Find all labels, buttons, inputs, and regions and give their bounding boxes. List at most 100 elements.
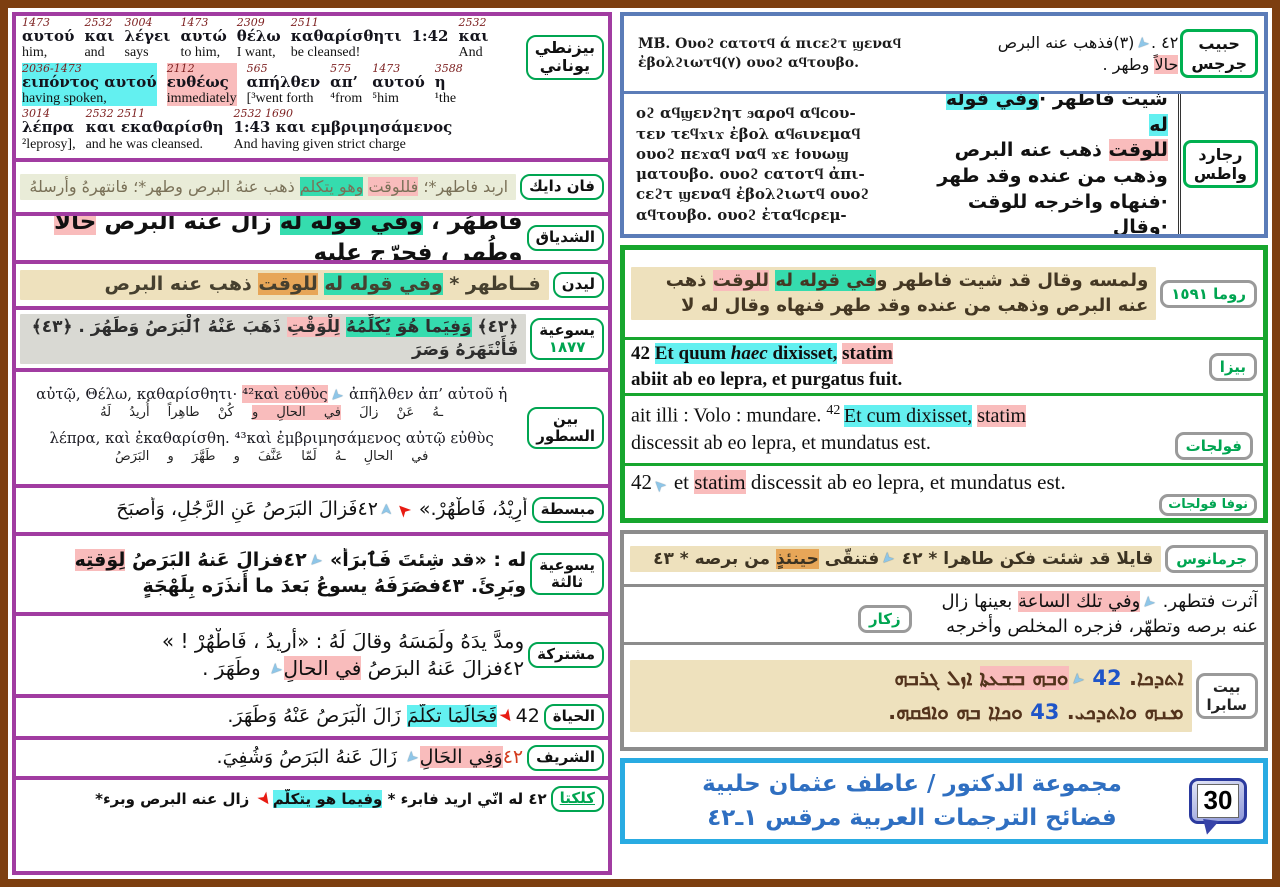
text-segment: ذهب [665, 270, 713, 292]
latin-text: ait illi : Volo : mundare. 42 Et cum dix… [631, 402, 1257, 457]
text-line: آثرت فتطهر. ➤وفي تلك الساعة بعينها زال [630, 590, 1258, 614]
strongs-number: 565 [246, 61, 268, 75]
panel-calcutta-text: ٤٢ له انّي اريد فابرء * وفيما هو يتكلّم➤… [20, 789, 547, 809]
greek-word: και [84, 27, 115, 45]
panel-jes3: له : «قد شِئتَ فَٱبرَأْ» ➤٤٢فزالَ عَنهُ … [16, 536, 608, 616]
text-line: ولمسه وقال قد شيت فاطهر وفي قوله له للوق… [639, 269, 1148, 293]
label-line: كلكتا [559, 789, 595, 808]
label-line: الشريف [536, 748, 595, 767]
group-coptic: Μ̄Β̄. Ουοϩ ϲατοτϥ ά πιϲεϩτ ϣεναϥ ἐβολϩιωτ… [620, 12, 1268, 238]
greek-word: απ’ [330, 72, 358, 91]
manuscript-text: ܐܬܕܟܐ. 42 ➤ܘܒܗ ܒܫܥܬܐ ܐܙܠ ܓܪܒܗ ܡܢܗ ܘܐܬܕܟܝ.… [630, 660, 1192, 732]
greek-word: και εκαθαρίσθη [85, 118, 224, 137]
panel-shidyaq-text: فاطّهُر ، وفي قوله له زال عنه البرص حالا… [20, 216, 523, 260]
text-line: ومدَّ يدَهُ ولَمَسَهُ وقالَ لَهُ : «أريد… [20, 628, 524, 655]
text-segment: وفي قوله له [279, 216, 423, 235]
panel-habib-guirguis: Μ̄Β̄. Ουοϩ ϲατοτϥ ά πιϲεϩτ ϣεναϥ ἐβολϩιωτ… [624, 16, 1264, 94]
text-segment: statim [977, 404, 1027, 427]
panel-leiden: فــاطهر * وفي قوله له للوقت ذهب عنه البر… [16, 264, 608, 310]
text-segment: ذهب عنه البرص [954, 139, 1109, 162]
label-line: ثالثة [551, 573, 584, 591]
label-vandyck: فان دايك [520, 174, 604, 200]
latin-text: 42➤ et statim discessit ab eo lepra, et … [631, 468, 1257, 494]
text-line: له : «قد شِئتَ فَٱبرَأْ» ➤٤٢فزالَ عَنهُ … [20, 548, 526, 574]
strongs-number: 575 [330, 61, 352, 75]
text-segment: وفي تلك الساعة [1018, 591, 1141, 613]
label-line: بين [553, 409, 579, 428]
text-line: 42 Et quum haec dixisset, statim [631, 341, 1205, 367]
text-segment: ⁴²καὶ εὐθὺς [242, 385, 328, 404]
label-byzantine: بيزنطي يوناني [525, 35, 604, 80]
label-moshtaraka: مشتركة [528, 642, 604, 668]
text-segment: 42 [826, 403, 844, 419]
text-segment: وهو يتكلم [299, 177, 364, 197]
text-segment: وَفِيَما هُوَ يُكَلِّمُهُ [345, 317, 472, 338]
label-vulgate: فولجات [1174, 432, 1253, 460]
english-gloss: be cleansed! [290, 45, 361, 61]
greek-word: απήλθεν [246, 72, 321, 91]
text-segment: زال عنه البرص [96, 216, 280, 235]
label-line: ١٨٧٧ [548, 338, 586, 356]
strongs-number: 2532 1690 [233, 107, 294, 121]
interlinear-word: 2532 1690 1:43 και εμβριμησάμενος And havi… [234, 108, 453, 152]
english-gloss: ¹the [434, 90, 457, 106]
text-segment: عنه برصه وتطهّر، فزجره المخلص وأخرجه [946, 615, 1258, 637]
text-segment: et [668, 470, 695, 494]
text-segment: عنه البرص وذهب من عنده وقد طهر فنهاه وقا… [681, 294, 1149, 316]
label-line: مشتركة [537, 645, 595, 664]
english-gloss: and he was cleansed. [85, 136, 203, 152]
label-interlin: بين السطور [527, 406, 604, 450]
greek-word: λέπρα [22, 118, 75, 137]
text-segment: haec [730, 342, 768, 364]
text-segment: فتنقّى [818, 548, 880, 569]
text-segment: ٤٢فزالَ عَنهُ البرَصُ [361, 656, 525, 680]
syriac-line: ܡܢܗ ܘܐܬܕܟܝ. 43 ܘܟܐܐ ܒܗ ܘܐܦܩܗ. [638, 696, 1183, 730]
strongs-number: 3004 [124, 17, 153, 29]
blue-arrow-icon: ➤ [649, 474, 671, 495]
text-line: أُرِيْدُ، فَاطْهُرْ.» ➤➤٤٢فَزالَ البَرَص… [20, 497, 527, 523]
text-segment: statim [694, 470, 746, 494]
english-gloss: immediately [166, 90, 237, 106]
label-mobassata: مبسطة [531, 497, 604, 523]
interlinear-word: 2112 ευθέως immediately [166, 62, 237, 107]
text-segment: فــاطهر * [442, 273, 541, 296]
text-segment: ἀπῆλθεν ἀπ’ αὐτοῦ ἡ [344, 385, 508, 404]
label-line: روما ١٥٩١ [1171, 284, 1246, 303]
interlinear-word: 2309 θέλω I want, [237, 17, 281, 61]
text-segment: dixisset, [767, 342, 838, 364]
text-segment: حينئذٍ [775, 548, 819, 569]
banner: مجموعة الدكتور / عاطف عثمان حلبية فضائح … [620, 758, 1268, 844]
arabic-text: آثرت فتطهر. ➤وفي تلك الساعة بعينها زال عن… [630, 590, 1258, 639]
panel-mobassata-text: أُرِيْدُ، فَاطْهُرْ.» ➤➤٤٢فَزالَ البَرَص… [20, 497, 527, 523]
panel-interlin: αὐτῷ, Θέλω, καθαρίσθητι· ⁴²καὶ εὐθὺς➤ ἀπ… [16, 372, 608, 488]
panel-sharif-text: ٤٢وَفِي الحَالِ➤ زَالَ عَنهُ البَرَصُ وَ… [20, 745, 523, 771]
interlinear-word: 2036-1473 ειπόντος αυτού having spoken, [22, 62, 157, 107]
label-line: حبيب [1198, 34, 1240, 54]
blue-arrow-icon: ➤ [400, 747, 423, 769]
label-calcutta: كلكتا [550, 786, 604, 812]
text-segment: للوقت [1108, 139, 1168, 162]
coptic-text: Μ̄Β̄. Ουοϩ ϲατοτϥ ά πιϲεϩτ ϣεναϥ ἐβολϩιωτ… [630, 35, 943, 73]
banner-title-line1: مجموعة الدكتور / عاطف عثمان حلبية [702, 770, 1122, 797]
text-segment: ٤٢ . [1151, 32, 1179, 52]
interlinear-word: 1473 αυτώ to him, [180, 17, 226, 61]
panel-jes1877: ﴿٤٢﴾ وَفِيَما هُوَ يُكَلِّمُهُ لِلْوَقْت… [16, 310, 608, 372]
english-gloss: ⁵him [372, 90, 399, 106]
text-segment: آثرت فتطهر. [1156, 591, 1258, 613]
text-segment: له : «قد شِئتَ فَٱبرَأْ» [323, 549, 527, 572]
text-segment: ومدَّ يدَهُ ولَمَسَهُ وقالَ لَهُ : «أريد… [161, 629, 525, 653]
english-gloss: says [124, 45, 149, 61]
english-gloss: And [458, 45, 483, 61]
text-segment: حالاً [1154, 54, 1179, 74]
english-gloss: ²leprosy], [22, 136, 76, 152]
arabic-line: حالاً وطهر . [943, 54, 1179, 76]
blue-arrow-icon: ➤ [264, 659, 287, 681]
panel-zakkar: آثرت فتطهر. ➤وفي تلك الساعة بعينها زال عن… [624, 587, 1264, 645]
panel-beit-sabra: ܐܬܕܟܐ. 42 ➤ܘܒܗ ܒܫܥܬܐ ܐܙܠ ܓܪܒܗ ܡܢܗ ܘܐܬܕܟܝ.… [624, 645, 1264, 747]
text-segment: discessit ab eo lepra, et mundatus est. [745, 470, 1066, 494]
english-gloss: and [84, 45, 105, 61]
red-arrow-icon: ➤ [494, 704, 520, 728]
text-segment: في الحالِ [283, 656, 362, 680]
greek-word: 1:42 [411, 27, 449, 45]
